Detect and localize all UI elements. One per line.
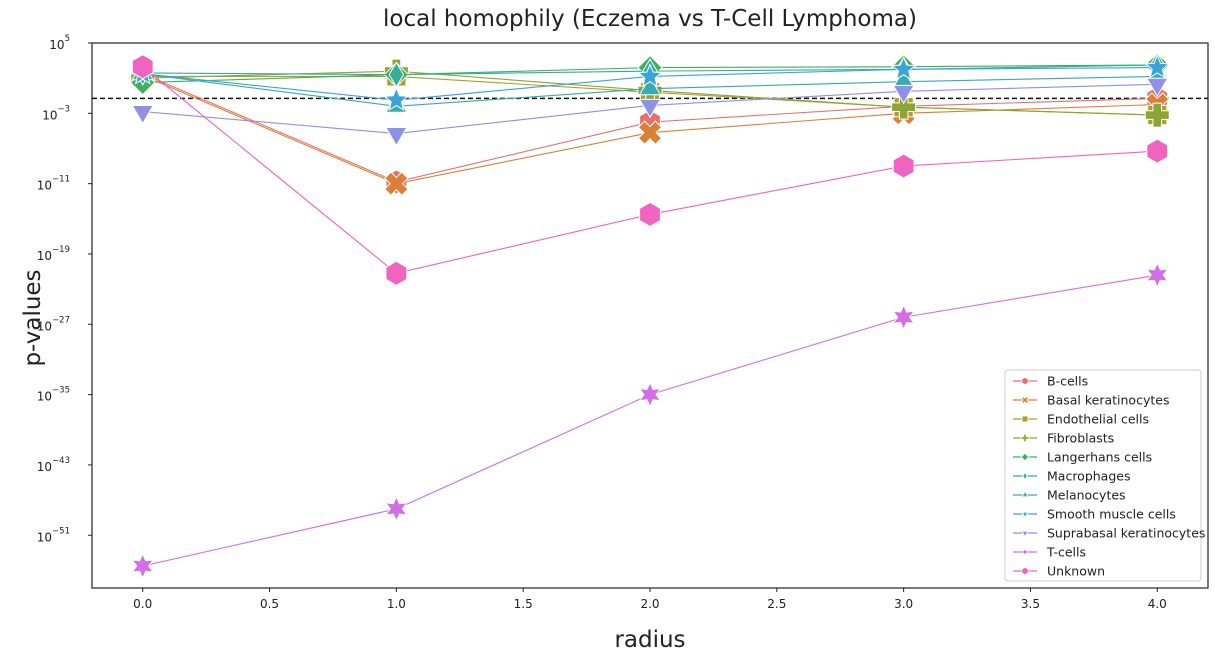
legend-marker [1020,546,1030,558]
x-tick-label: 1.5 [514,597,533,611]
legend-label: T-cells [1046,545,1086,560]
legend-item: Suprabasal keratinocytes [1013,526,1205,541]
data-point [1145,261,1169,289]
legend-label: Langerhans cells [1047,450,1152,465]
legend-marker [1022,471,1028,481]
plot-area: 0.0 0.5 1.0 1.5 2.0 2.5 3.0 3.5 4.0 105 10−3 10−11 1… [37,34,1209,611]
x-tick-label: 1.0 [387,597,406,611]
legend-marker [1020,433,1030,443]
y-tick-label: 10−51 [37,526,70,544]
series-suprabasal-keratinocytes [131,77,1169,147]
x-tick-label: 4.0 [1148,597,1167,611]
x-tick-label: 0.0 [133,597,152,611]
legend-item: Macrophages [1013,469,1130,484]
legend-item: Endothelial cells [1013,412,1149,427]
legend-marker [1021,376,1029,386]
legend-marker [1020,490,1030,498]
x-marker-shape [384,171,409,196]
legend-label: Macrophages [1047,469,1130,484]
legend-label: Endothelial cells [1047,412,1149,427]
legend-item: Melanocytes [1013,488,1126,503]
data-point [385,127,408,147]
legend-marker [1020,452,1030,462]
data-point [639,201,661,227]
x-tick-label: 2.0 [640,597,659,611]
legend-item: Unknown [1013,564,1105,579]
data-point [384,495,408,523]
data-point [385,260,408,286]
legend-item: T-cells [1013,545,1086,560]
data-point [383,86,410,111]
y-tick-label: 10−27 [37,315,70,333]
data-point [638,381,662,408]
x-axis-title: radius [614,627,685,653]
data-point [131,105,154,125]
x-tick-label: 2.5 [767,597,786,611]
legend: B-cells Basal keratinocytes Endothelial ce… [1004,369,1205,582]
legend-label: Unknown [1047,564,1105,579]
data-point [1144,54,1170,79]
data-point [892,153,915,179]
legend-marker [1020,395,1030,405]
data-point [388,61,405,88]
y-tick-label: 10−35 [37,386,70,404]
data-point [637,120,663,145]
legend-label: Suprabasal keratinocytes [1047,526,1205,541]
legend-item: Smooth muscle cells [1013,507,1176,522]
x-marker-shape [637,120,663,145]
x-marker-shape [1020,395,1030,405]
data-point [384,171,409,196]
y-tick-label: 10−3 [42,104,70,122]
legend-marker [1021,415,1029,423]
series-t-cells [131,261,1169,580]
y-axis-title: p-values [20,269,46,366]
data-point [890,56,917,81]
y-tick-label: 10−43 [37,456,70,474]
legend-label: B-cells [1047,374,1088,389]
data-point [638,98,662,119]
legend-item: Fibroblasts [1013,431,1114,446]
data-point [891,94,917,120]
data-point [892,304,916,331]
data-point [131,54,154,80]
x-tick-label: 3.0 [894,597,913,611]
legend-marker [1020,530,1030,538]
data-point [131,552,155,580]
data-point [637,63,663,88]
legend-box [1004,369,1202,582]
chart-title: local homophily (Eczema vs T-Cell Lympho… [383,6,917,32]
data-point [1146,138,1169,164]
data-point [638,75,662,96]
legend-item: Basal keratinocytes [1013,393,1169,408]
x-tick-label: 3.5 [1021,597,1040,611]
legend-marker [1021,566,1029,576]
y-tick-label: 10−11 [37,175,70,193]
legend-label: Basal keratinocytes [1047,393,1169,408]
y-tick-label: 10−19 [37,245,70,263]
legend-item: Langerhans cells [1013,450,1152,465]
legend-label: Smooth muscle cells [1047,507,1176,522]
data-point [1144,102,1170,128]
legend-marker [1020,508,1030,519]
x-tick-label: 0.5 [260,597,279,611]
series-unknown [131,54,1169,286]
data-point [1146,77,1169,98]
legend-label: Melanocytes [1047,488,1126,503]
data-point [892,84,915,105]
legend-label: Fibroblasts [1047,431,1114,446]
legend-item: B-cells [1013,374,1088,389]
y-tick-label: 105 [49,34,70,52]
